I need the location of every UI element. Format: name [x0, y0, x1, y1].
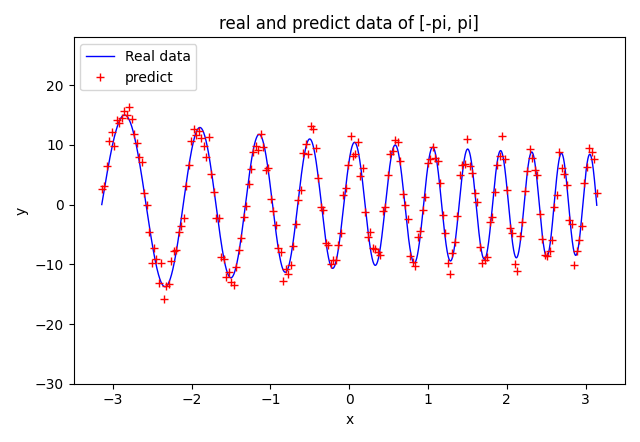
X-axis label: x: x: [345, 413, 353, 427]
Real data: [188, 146, 196, 152]
predict: [131, 131, 138, 137]
predict: [235, 248, 243, 253]
Real data: [395, 152, 403, 158]
Real data: [505, 206, 513, 211]
Line: predict: predict: [97, 103, 601, 304]
Legend: Real data, predict: Real data, predict: [81, 44, 196, 90]
predict: [573, 249, 580, 254]
predict: [160, 297, 168, 302]
predict: [98, 186, 106, 191]
Real data: [467, 159, 475, 164]
Real data: [161, 284, 169, 290]
Real data: [287, 252, 295, 258]
predict: [593, 191, 600, 196]
Real data: [98, 202, 106, 207]
predict: [195, 128, 203, 133]
Real data: [593, 202, 600, 208]
predict: [125, 104, 133, 109]
Line: Real data: Real data: [102, 115, 596, 287]
predict: [556, 149, 563, 155]
Real data: [121, 112, 129, 118]
Title: real and predict data of [-pi, pi]: real and predict data of [-pi, pi]: [220, 15, 479, 33]
predict: [118, 115, 125, 121]
Y-axis label: y: y: [15, 206, 29, 215]
Real data: [420, 199, 428, 205]
